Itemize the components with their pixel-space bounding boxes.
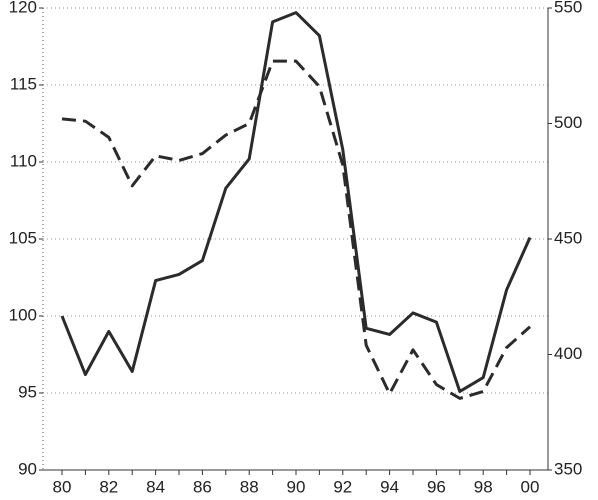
x-tick-label: 96: [427, 477, 446, 496]
x-tick-label: 80: [53, 477, 72, 496]
x-tick-label: 86: [193, 477, 212, 496]
x-tick-label: 00: [521, 477, 540, 496]
y2-tick-label: 500: [554, 113, 582, 132]
line-series: [60, 11, 532, 393]
x-tick-label: 98: [474, 477, 493, 496]
x-tick-label: 82: [99, 477, 118, 496]
y-tick-label: 110: [10, 151, 37, 170]
y2-tick-label: 350: [554, 459, 582, 478]
y-tick-label: 95: [18, 382, 37, 401]
x-tick-label: 92: [333, 477, 352, 496]
y2-tick-label: 450: [554, 228, 582, 247]
x-tick-label: 90: [287, 477, 306, 496]
y-tick-label: 90: [18, 459, 37, 478]
x-tick-label: 88: [240, 477, 259, 496]
y-tick-label: 100: [9, 305, 37, 324]
y-tick-label: 115: [10, 74, 37, 93]
y2-tick-label: 400: [554, 344, 582, 363]
x-tick-label: 94: [380, 477, 399, 496]
x-tick-label: 84: [146, 477, 165, 496]
y-tick-label: 105: [9, 228, 37, 247]
y-tick-label: 120: [9, 0, 37, 16]
y2-tick-label: 550: [554, 0, 582, 16]
line-series: [61, 59, 531, 400]
